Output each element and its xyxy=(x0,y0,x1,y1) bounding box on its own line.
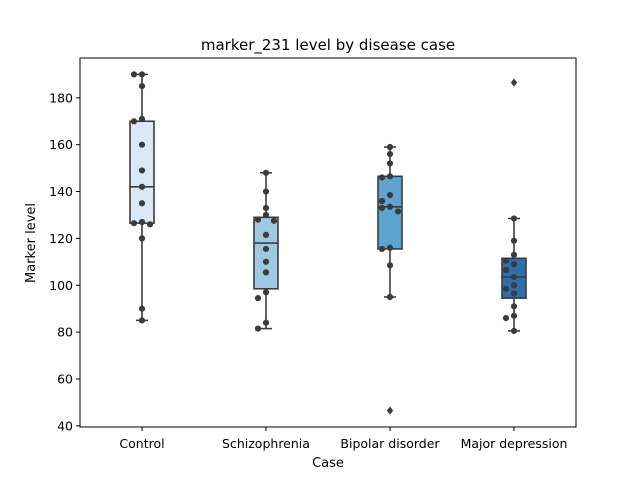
data-point xyxy=(510,282,518,289)
data-point xyxy=(138,235,146,242)
data-point xyxy=(138,200,146,207)
data-point xyxy=(138,83,146,90)
data-point xyxy=(386,203,394,210)
plot-area: 40 60 80 100 120 140 160 180 Control Schizophreni… xyxy=(49,57,577,451)
y-tick-label: 180 xyxy=(49,90,73,105)
data-point xyxy=(386,173,394,180)
data-point xyxy=(262,319,270,326)
data-point xyxy=(510,303,518,310)
x-tick-label: Schizophrenia xyxy=(222,436,310,451)
data-point xyxy=(262,204,270,212)
data-point xyxy=(138,141,146,148)
data-point xyxy=(386,244,394,251)
y-tick-label: 40 xyxy=(57,418,73,433)
data-point xyxy=(386,191,394,199)
chart-title: marker_231 level by disease case xyxy=(201,36,455,55)
data-point xyxy=(138,317,146,324)
data-point xyxy=(502,285,510,292)
data-point xyxy=(510,237,518,244)
data-point xyxy=(378,204,386,212)
data-point xyxy=(262,188,270,195)
data-point xyxy=(510,327,518,335)
data-point xyxy=(130,118,138,125)
plot-frame xyxy=(79,57,577,428)
data-point xyxy=(146,221,154,228)
outlier-point xyxy=(510,78,518,87)
data-point xyxy=(502,257,510,264)
data-point xyxy=(138,183,146,190)
data-point xyxy=(262,289,270,296)
data-point xyxy=(262,169,270,176)
y-tick-label: 60 xyxy=(57,371,73,386)
data-point xyxy=(138,115,146,123)
data-point xyxy=(254,295,262,302)
data-point xyxy=(130,220,138,227)
data-point xyxy=(510,215,518,222)
y-tick-label: 120 xyxy=(49,231,73,246)
y-tick-label: 140 xyxy=(49,184,73,199)
data-point xyxy=(386,150,394,158)
data-point xyxy=(378,174,386,181)
data-point xyxy=(262,211,270,219)
data-point xyxy=(254,325,262,332)
data-point xyxy=(510,261,518,268)
data-point xyxy=(510,273,518,281)
data-point xyxy=(510,251,518,258)
y-tick-label: 100 xyxy=(49,278,73,293)
data-point xyxy=(502,266,510,274)
data-point xyxy=(386,262,394,269)
x-tick-label: Bipolar disorder xyxy=(340,436,440,451)
data-point xyxy=(386,143,394,151)
box-schizophrenia xyxy=(253,216,279,290)
data-point xyxy=(254,216,262,223)
x-axis-label: Case xyxy=(312,456,344,471)
data-point xyxy=(138,305,146,312)
data-point xyxy=(270,217,278,224)
data-point xyxy=(262,245,270,253)
data-point xyxy=(510,290,518,297)
y-tick-label: 160 xyxy=(49,137,73,152)
data-point xyxy=(138,71,146,78)
data-point xyxy=(394,208,402,215)
data-point xyxy=(386,293,394,301)
x-tick-label: Major depression xyxy=(461,436,568,451)
data-point xyxy=(386,160,394,167)
data-point xyxy=(262,258,270,265)
x-tick-label: Control xyxy=(119,436,164,451)
data-point xyxy=(138,218,146,226)
y-axis-label: Marker level xyxy=(24,203,39,283)
data-point xyxy=(262,269,270,276)
data-point xyxy=(138,167,146,174)
data-point xyxy=(378,197,386,205)
outlier-point xyxy=(386,406,394,415)
data-point xyxy=(130,71,138,78)
data-point xyxy=(262,231,270,238)
data-point xyxy=(510,312,518,319)
data-point xyxy=(378,245,386,253)
y-tick-label: 80 xyxy=(57,325,73,340)
data-point xyxy=(502,314,510,322)
